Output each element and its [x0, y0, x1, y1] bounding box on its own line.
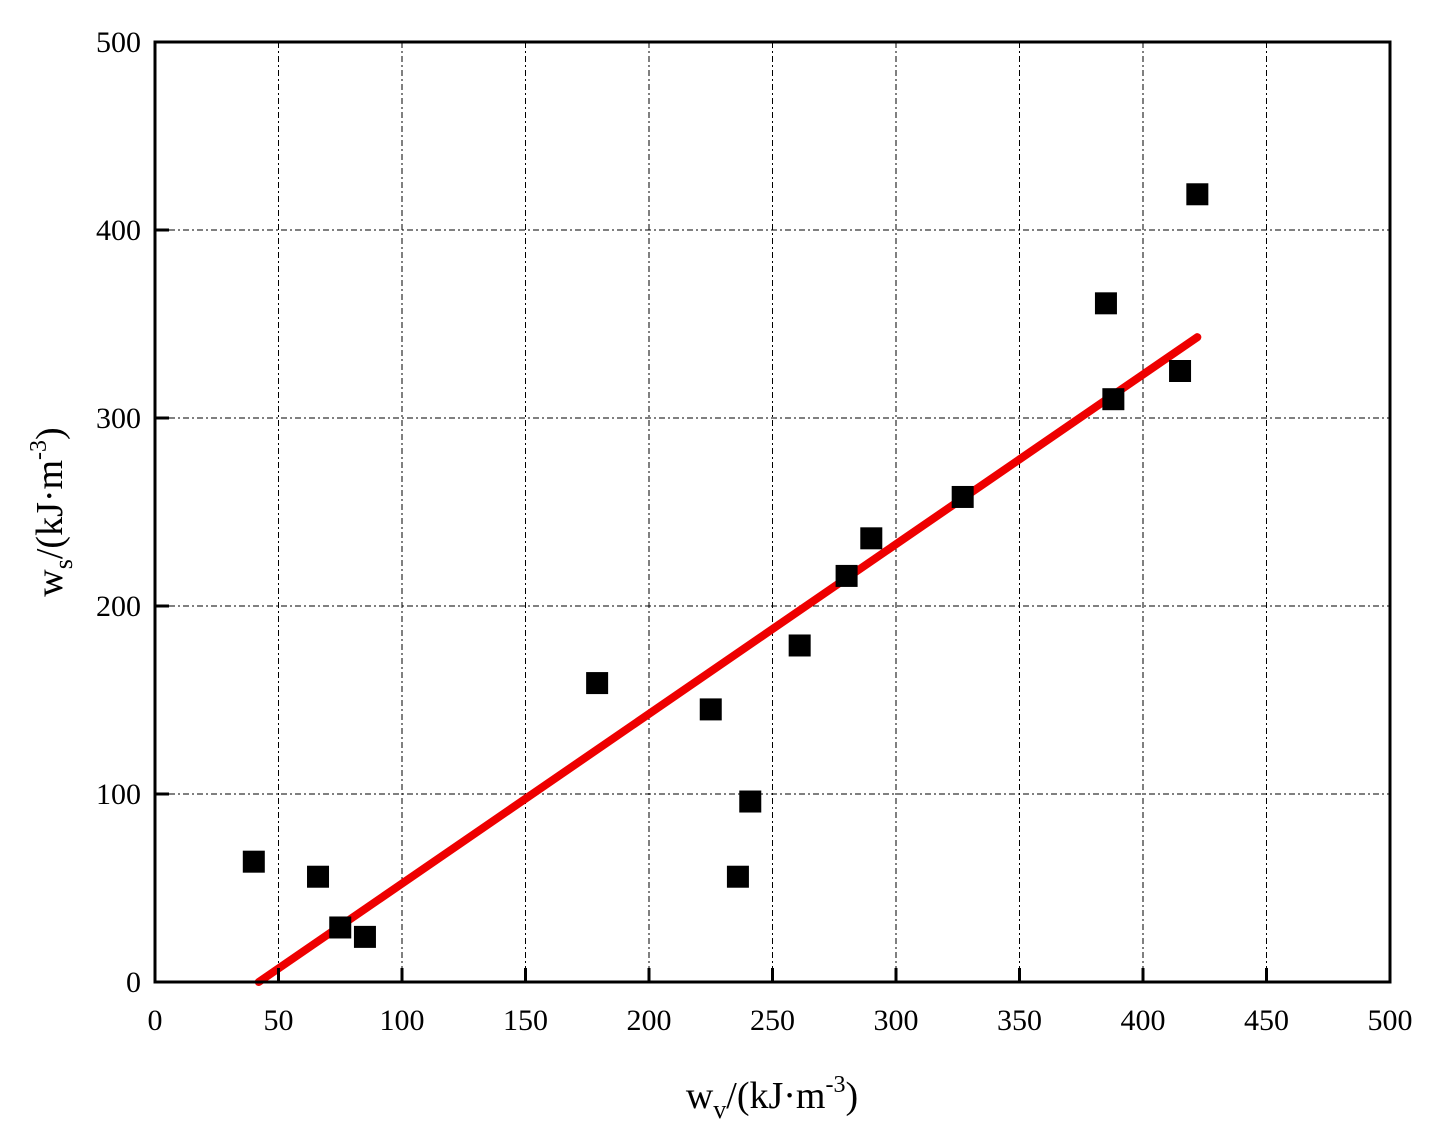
axis-ticks [155, 228, 1268, 982]
x-tick-labels: 0 50 100 150 200 250 300 350 400 450 500 [148, 1004, 1413, 1037]
x-tick-label: 100 [380, 1004, 425, 1037]
y-tick-label: 500 [96, 26, 141, 59]
data-point [788, 634, 811, 657]
grid-lines [155, 42, 1390, 982]
x-axis-title: wv/(kJ·m-3) [686, 1072, 858, 1124]
data-point [353, 925, 376, 948]
data-point [739, 790, 762, 813]
data-point [586, 672, 609, 695]
x-tick-label: 450 [1244, 1004, 1289, 1037]
x-tick-label: 300 [874, 1004, 919, 1037]
x-tick-label: 500 [1368, 1004, 1413, 1037]
data-point [860, 527, 883, 550]
data-point [835, 564, 858, 587]
data-point [329, 916, 352, 939]
data-point [726, 865, 749, 888]
x-tick-label: 250 [750, 1004, 795, 1037]
y-tick-label: 100 [96, 778, 141, 811]
data-point [307, 865, 330, 888]
x-tick-label: 400 [1121, 1004, 1166, 1037]
data-point [1186, 183, 1209, 206]
y-tick-labels: 0 100 200 300 400 500 [96, 26, 141, 999]
fit-line-group [254, 333, 1202, 986]
fit-line [254, 333, 1202, 986]
data-points [242, 183, 1209, 948]
y-tick-label: 400 [96, 214, 141, 247]
data-point [1102, 388, 1125, 411]
x-tick-label: 50 [264, 1004, 294, 1037]
data-point [1169, 360, 1192, 382]
x-tick-label: 150 [503, 1004, 548, 1037]
y-axis-title: ws/(kJ·m-3) [26, 427, 78, 596]
x-tick-label: 200 [627, 1004, 672, 1037]
y-tick-label: 300 [96, 402, 141, 435]
data-point [1094, 292, 1117, 315]
data-point [242, 850, 265, 873]
y-tick-label: 200 [96, 590, 141, 623]
x-tick-label: 350 [997, 1004, 1042, 1037]
y-tick-label: 0 [126, 966, 141, 999]
x-tick-label: 0 [148, 1004, 163, 1037]
data-point [951, 485, 974, 508]
data-point [699, 698, 722, 721]
